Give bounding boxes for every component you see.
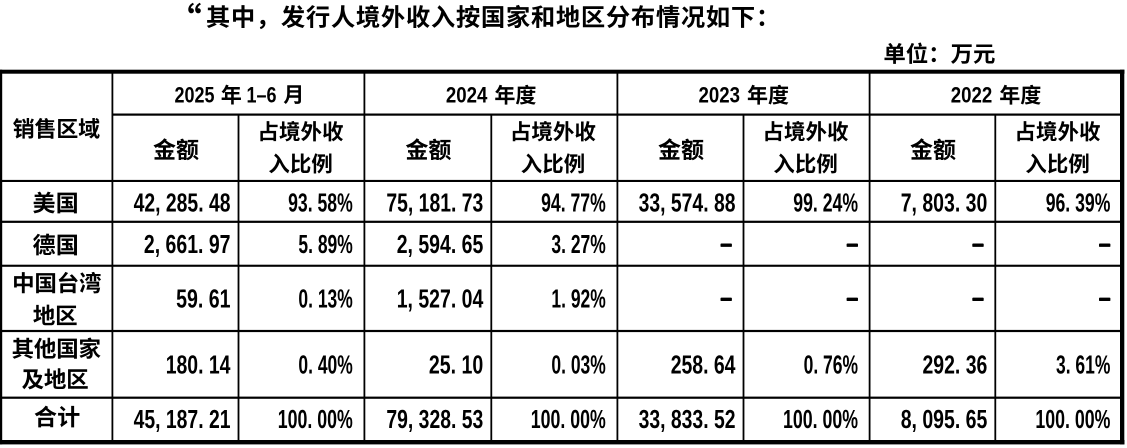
svg-text:258. 64: 258. 64 [671, 349, 736, 379]
svg-text:79, 328. 53: 79, 328. 53 [386, 404, 483, 434]
svg-text:7, 803. 30: 7, 803. 30 [901, 187, 988, 217]
svg-text:93. 58%: 93. 58% [288, 187, 353, 217]
svg-text:2024: 2024 [446, 82, 488, 107]
svg-text:180. 14: 180. 14 [166, 349, 231, 379]
svg-text:100. 00%: 100. 00% [531, 404, 606, 434]
svg-text:2023: 2023 [699, 82, 741, 107]
svg-text:1. 92%: 1. 92% [551, 283, 605, 313]
svg-text:1, 527. 04: 1, 527. 04 [397, 283, 484, 313]
svg-text:5. 89%: 5. 89% [298, 229, 352, 259]
svg-text:25. 10: 25. 10 [429, 349, 483, 379]
svg-text:94. 77%: 94. 77% [541, 187, 606, 217]
svg-text:75, 181. 73: 75, 181. 73 [386, 187, 483, 217]
svg-text:3. 27%: 3. 27% [551, 229, 605, 259]
svg-text:2, 594. 65: 2, 594. 65 [397, 229, 484, 259]
svg-text:99. 24%: 99. 24% [793, 187, 858, 217]
svg-text:2, 661. 97: 2, 661. 97 [144, 229, 231, 259]
svg-text:0. 03%: 0. 03% [551, 349, 605, 379]
svg-text:0. 40%: 0. 40% [298, 349, 352, 379]
svg-text:0. 76%: 0. 76% [804, 349, 858, 379]
svg-text:0. 13%: 0. 13% [298, 283, 352, 313]
svg-text:33, 574. 88: 33, 574. 88 [639, 187, 736, 217]
svg-text:100. 00%: 100. 00% [278, 404, 353, 434]
svg-text:292. 36: 292. 36 [923, 349, 988, 379]
svg-text:2025: 2025 [175, 82, 215, 107]
svg-text:45, 187. 21: 45, 187. 21 [134, 404, 231, 434]
svg-text:3. 61%: 3. 61% [1056, 349, 1110, 379]
svg-text:33, 833. 52: 33, 833. 52 [639, 404, 736, 434]
svg-text:42, 285. 48: 42, 285. 48 [134, 187, 231, 217]
svg-text:1–6: 1–6 [247, 82, 277, 107]
svg-text:96. 39%: 96. 39% [1046, 187, 1111, 217]
svg-text:100. 00%: 100. 00% [783, 404, 858, 434]
svg-text:2022: 2022 [951, 82, 993, 107]
svg-text:100. 00%: 100. 00% [1035, 404, 1110, 434]
svg-text:59. 61: 59. 61 [176, 283, 230, 313]
svg-text:8, 095. 65: 8, 095. 65 [901, 404, 988, 434]
